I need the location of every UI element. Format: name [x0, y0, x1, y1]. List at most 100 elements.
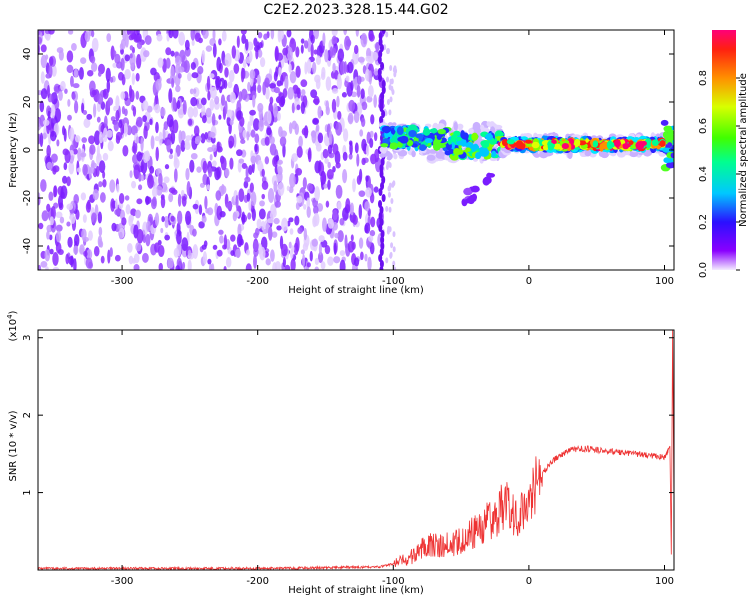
spectrogram-cell	[210, 86, 217, 99]
spectrogram-cell	[666, 157, 674, 163]
spectrogram-cell	[252, 240, 259, 252]
spectrogram-cell	[281, 217, 289, 232]
spectrogram-cell	[392, 246, 396, 253]
spectrogram-cell	[182, 99, 187, 115]
spectrogram-cell	[129, 53, 133, 59]
spectrogram-cell	[215, 190, 222, 201]
spectrogram-cell	[329, 46, 334, 58]
spectrogram-cell	[142, 252, 149, 263]
spectrogram-cell	[389, 137, 400, 143]
spectrogram-cell	[197, 66, 204, 75]
spectrogram-cell	[386, 48, 390, 55]
spectrogram-cell	[666, 161, 674, 169]
spectrogram-cell	[264, 136, 270, 146]
spectrogram-cell	[411, 150, 416, 158]
spectrogram-cell	[81, 137, 88, 143]
spectrogram-cell	[256, 218, 262, 230]
spectrogram-cell	[390, 78, 394, 85]
spectrogram-cell	[40, 71, 45, 84]
spectrogram-cell	[288, 217, 294, 223]
spectrogram-cell	[69, 127, 75, 142]
spectrogram-cell	[99, 192, 106, 203]
spectrogram-cell	[247, 212, 252, 220]
spectrogram-cell	[292, 84, 299, 94]
spectrogram-cell	[284, 264, 291, 270]
spectrogram-cell	[301, 127, 309, 136]
spectrogram-cell	[453, 148, 461, 156]
spectrogram-cell	[56, 139, 60, 147]
spectrogram-cell	[315, 55, 322, 66]
spectrogram-cell	[385, 163, 389, 170]
spectrogram-cell	[327, 218, 335, 229]
spectrogram-cell	[40, 54, 47, 69]
spectrogram-cell	[393, 65, 397, 72]
spectrogram-cell	[288, 63, 292, 74]
snr-xtick-label: -200	[246, 576, 269, 587]
spectrogram-cell	[350, 202, 354, 216]
spectrogram-cell	[389, 96, 393, 103]
spectrogram-cell	[249, 182, 254, 193]
spectrogram-cell	[128, 34, 134, 41]
snr-xtick-label: 0	[526, 576, 532, 587]
spectrogram-cell	[211, 113, 216, 127]
spectrogram-cell	[331, 30, 338, 37]
spectrogram-cell	[38, 264, 42, 270]
spectrogram-cell	[265, 86, 270, 100]
spectrogram-cell	[257, 31, 263, 39]
spectrogram-cell	[200, 97, 207, 106]
spectrogram-cell	[129, 170, 133, 179]
spectrogram-cell	[164, 234, 171, 241]
spectrogram-cell	[70, 75, 74, 88]
spectrogram-cell	[261, 180, 269, 190]
spectrogram-cell	[214, 95, 220, 105]
spectrogram-cell	[342, 168, 348, 184]
spectrogram-cell	[659, 140, 666, 147]
spectrogram-cell	[177, 210, 183, 225]
spectrogram-cell	[387, 185, 391, 192]
spectrogram-cell	[204, 132, 208, 140]
spectrogram-cell	[314, 257, 319, 266]
spectrogram-cell	[124, 54, 131, 62]
spectrogram-cell	[97, 93, 104, 105]
spectrogram-cell	[396, 126, 404, 136]
spectrogram-cell	[360, 251, 364, 261]
colorbar-tick-label: 0.2	[698, 214, 709, 230]
spectrogram-cell	[123, 122, 128, 137]
spectrogram-cell	[154, 212, 160, 226]
spectrogram-cell	[184, 210, 192, 225]
spectrogram-cell	[318, 235, 325, 242]
snr-panel: -300 -200 -100 0 100 1 2 3 Height of straight l…	[6, 310, 675, 596]
spectrogram-cell	[249, 69, 256, 80]
spectrogram-cell	[364, 222, 371, 234]
spectrogram-cell	[269, 211, 275, 220]
spectrogram-cell	[461, 132, 469, 140]
spectrogram-cell	[163, 121, 169, 131]
spectrogram-cell	[205, 208, 210, 214]
spectrogram-cell	[228, 135, 235, 148]
spectrogram-cell	[380, 92, 385, 100]
spectrogram-cell	[38, 36, 43, 45]
spectrogram-cell	[339, 259, 346, 270]
spectrogram-cell	[102, 127, 108, 143]
spectrogram-cell	[207, 166, 213, 178]
spectrogram-cell	[133, 264, 140, 270]
spectrogram-cell	[206, 75, 211, 91]
spectrogram-cell	[328, 130, 333, 145]
spectrogram-cell	[125, 204, 131, 215]
spectrogram-cell	[107, 249, 111, 264]
spectrogram-cell	[456, 123, 464, 130]
spectrogram-cell	[53, 185, 58, 198]
spectrogram-cell	[392, 231, 396, 238]
spectrogram-cell	[276, 80, 282, 87]
spectrogram-cell	[136, 228, 144, 244]
spectrogram-cell	[187, 249, 192, 256]
figure-title: C2E2.2023.328.15.44.G02	[263, 2, 448, 18]
spectrogram-cell	[337, 73, 342, 82]
spectrogram-cell	[309, 250, 313, 262]
spectrogram-cell	[147, 174, 154, 189]
spectrogram-cell	[245, 38, 249, 51]
spectrogram-cell	[160, 196, 166, 209]
spectrogram-cell	[389, 142, 399, 150]
spectrogram-cell	[377, 56, 382, 64]
spectrogram-cell	[238, 188, 245, 203]
